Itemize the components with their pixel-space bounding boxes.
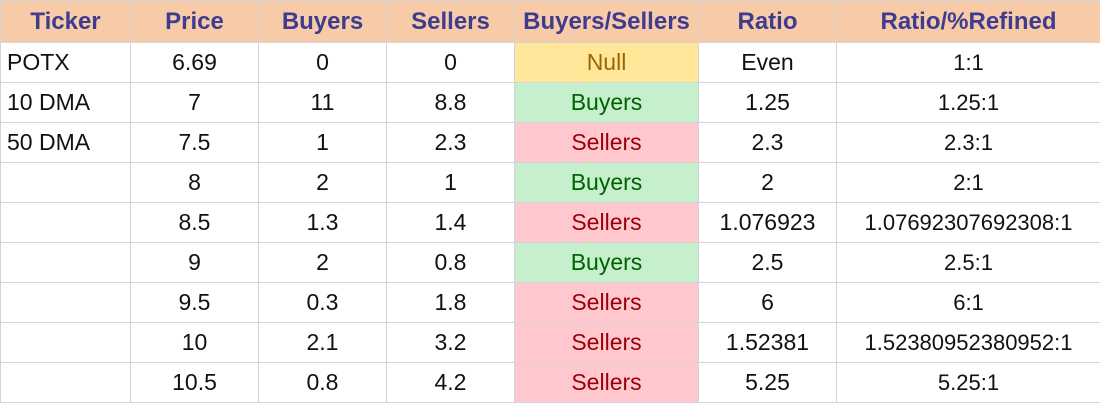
- cell-buyers: 11: [259, 83, 387, 123]
- cell-ratio: 1.52381: [699, 323, 837, 363]
- cell-ticker: [1, 243, 131, 283]
- cell-ratio: 6: [699, 283, 837, 323]
- cell-price: 8.5: [131, 203, 259, 243]
- cell-ticker: [1, 163, 131, 203]
- header-price: Price: [131, 1, 259, 43]
- cell-buyers: 0.8: [259, 363, 387, 403]
- cell-ratio-refined: 1:1: [837, 43, 1100, 83]
- cell-price: 7: [131, 83, 259, 123]
- cell-price: 9.5: [131, 283, 259, 323]
- cell-ticker: [1, 323, 131, 363]
- cell-buyers-sellers: Sellers: [515, 363, 699, 403]
- cell-price: 9: [131, 243, 259, 283]
- cell-buyers: 2.1: [259, 323, 387, 363]
- cell-price: 8: [131, 163, 259, 203]
- cell-ratio-refined: 1.07692307692308:1: [837, 203, 1100, 243]
- cell-buyers: 1: [259, 123, 387, 163]
- cell-buyers-sellers: Buyers: [515, 163, 699, 203]
- cell-buyers-sellers: Sellers: [515, 323, 699, 363]
- cell-sellers: 0.8: [387, 243, 515, 283]
- cell-buyers-sellers: Sellers: [515, 283, 699, 323]
- cell-buyers: 0.3: [259, 283, 387, 323]
- cell-ratio: 2.3: [699, 123, 837, 163]
- cell-ratio: Even: [699, 43, 837, 83]
- cell-sellers: 3.2: [387, 323, 515, 363]
- cell-ticker: [1, 203, 131, 243]
- cell-ratio-refined: 2:1: [837, 163, 1100, 203]
- cell-buyers-sellers: Sellers: [515, 123, 699, 163]
- cell-sellers: 4.2: [387, 363, 515, 403]
- cell-ratio-refined: 1.52380952380952:1: [837, 323, 1100, 363]
- cell-sellers: 1: [387, 163, 515, 203]
- cell-buyers-sellers: Null: [515, 43, 699, 83]
- header-ticker: Ticker: [1, 1, 131, 43]
- cell-buyers-sellers: Buyers: [515, 243, 699, 283]
- cell-price: 6.69: [131, 43, 259, 83]
- cell-ratio: 2.5: [699, 243, 837, 283]
- cell-buyers: 2: [259, 163, 387, 203]
- cell-ticker: [1, 363, 131, 403]
- cell-ratio: 1.076923: [699, 203, 837, 243]
- header-row: Ticker Price Buyers Sellers Buyers/Selle…: [1, 1, 1100, 43]
- header-buyers-sellers: Buyers/Sellers: [515, 1, 699, 43]
- cell-sellers: 8.8: [387, 83, 515, 123]
- cell-sellers: 2.3: [387, 123, 515, 163]
- header-buyers: Buyers: [259, 1, 387, 43]
- cell-sellers: 0: [387, 43, 515, 83]
- cell-ticker: [1, 283, 131, 323]
- cell-ratio-refined: 5.25:1: [837, 363, 1100, 403]
- cell-buyers-sellers: Sellers: [515, 203, 699, 243]
- cell-ratio-refined: 2.5:1: [837, 243, 1100, 283]
- header-ratio-refined: Ratio/%Refined: [837, 1, 1100, 43]
- cell-buyers-sellers: Buyers: [515, 83, 699, 123]
- cell-price: 10.5: [131, 363, 259, 403]
- cell-price: 7.5: [131, 123, 259, 163]
- cell-buyers: 2: [259, 243, 387, 283]
- cell-ratio-refined: 2.3:1: [837, 123, 1100, 163]
- cell-ratio-refined: 1.25:1: [837, 83, 1100, 123]
- cell-ratio-refined: 6:1: [837, 283, 1100, 323]
- cell-ratio: 5.25: [699, 363, 837, 403]
- cell-sellers: 1.4: [387, 203, 515, 243]
- cell-ticker: 10 DMA: [1, 83, 131, 123]
- cell-buyers: 0: [259, 43, 387, 83]
- cell-ratio: 1.25: [699, 83, 837, 123]
- cell-ratio: 2: [699, 163, 837, 203]
- cell-ticker: 50 DMA: [1, 123, 131, 163]
- cell-sellers: 1.8: [387, 283, 515, 323]
- cell-price: 10: [131, 323, 259, 363]
- header-ratio: Ratio: [699, 1, 837, 43]
- cell-buyers: 1.3: [259, 203, 387, 243]
- cell-ticker: POTX: [1, 43, 131, 83]
- header-sellers: Sellers: [387, 1, 515, 43]
